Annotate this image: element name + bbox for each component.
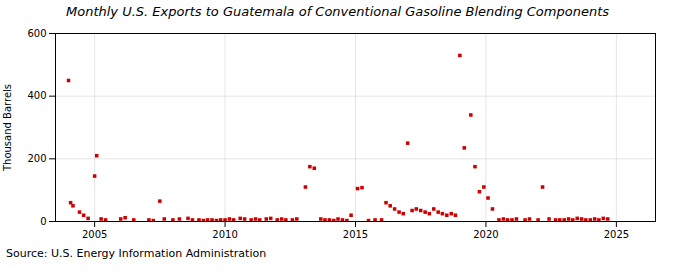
svg-text:0: 0 <box>40 216 46 227</box>
svg-text:Thousand Barrels: Thousand Barrels <box>2 84 13 172</box>
svg-text:200: 200 <box>27 153 46 164</box>
svg-text:2020: 2020 <box>473 229 498 240</box>
svg-text:2015: 2015 <box>343 229 368 240</box>
svg-text:2025: 2025 <box>604 229 629 240</box>
svg-text:2010: 2010 <box>212 229 237 240</box>
svg-text:600: 600 <box>27 28 46 39</box>
html-text:Source: U.S. Energy Informatio: Source: U.S. Energy Information Administ… <box>6 247 267 260</box>
svg-text:2005: 2005 <box>82 229 107 240</box>
svg-text:400: 400 <box>27 90 46 101</box>
html-text:Monthly U.S. Exports to Guatem: Monthly U.S. Exports to Guatemala of Con… <box>66 4 609 19</box>
